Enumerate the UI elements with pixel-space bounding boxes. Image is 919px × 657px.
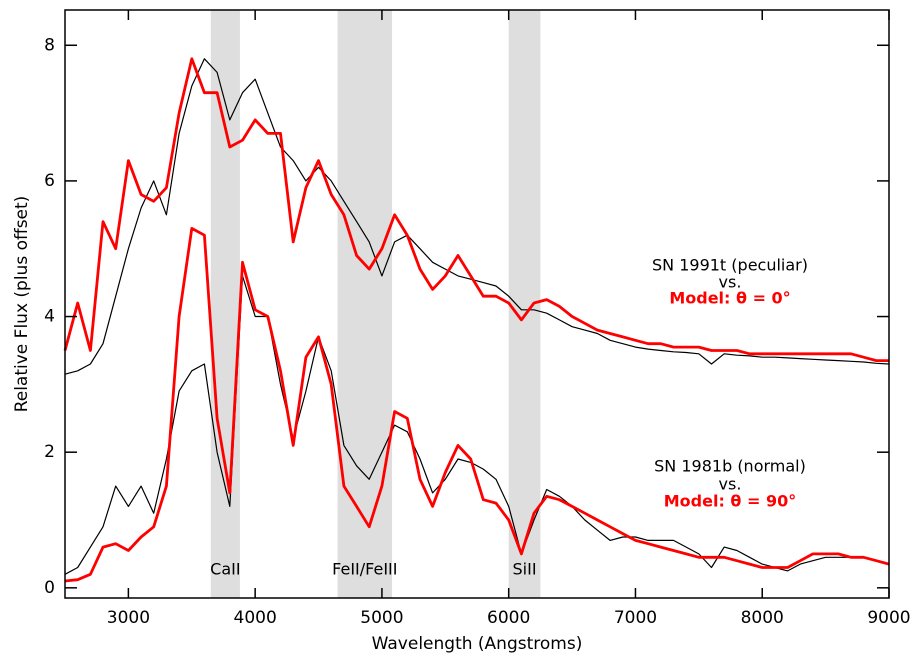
annotation: vs. [719, 273, 742, 292]
series-label: SN 1991t (peculiar) [652, 256, 808, 275]
band-label: CaII [210, 560, 240, 579]
y-tick-label: 6 [44, 171, 55, 191]
y-tick-label: 8 [44, 35, 55, 55]
plot-frame [64, 9, 890, 599]
series-line [64, 275, 890, 575]
band-label: FeII/FeIII [332, 560, 397, 579]
series-label: Model: θ = 90° [664, 492, 796, 511]
series-label: SN 1981b (normal) [654, 457, 806, 476]
series-line [63, 57, 889, 362]
series-label: Model: θ = 0° [669, 289, 790, 308]
series-line [64, 227, 890, 583]
x-tick-label: 6000 [487, 608, 530, 628]
band-label: SiII [513, 560, 537, 579]
x-tick-label: 3000 [107, 608, 150, 628]
x-tick-label: 5000 [360, 608, 403, 628]
band [337, 10, 393, 598]
y-axis-label: Relative Flux (plus offset) [12, 196, 32, 413]
annotation: vs. [719, 475, 742, 494]
y-tick-label: 4 [44, 307, 55, 327]
y-tick-label: 2 [44, 442, 55, 462]
x-tick-label: 8000 [741, 608, 784, 628]
x-tick-label: 9000 [867, 608, 910, 628]
series-line [64, 58, 890, 375]
band [210, 10, 240, 598]
x-axis-label: Wavelength (Angstroms) [372, 634, 583, 654]
y-tick-label: 0 [44, 578, 55, 598]
x-tick-label: 7000 [614, 608, 657, 628]
x-tick-label: 4000 [234, 608, 277, 628]
